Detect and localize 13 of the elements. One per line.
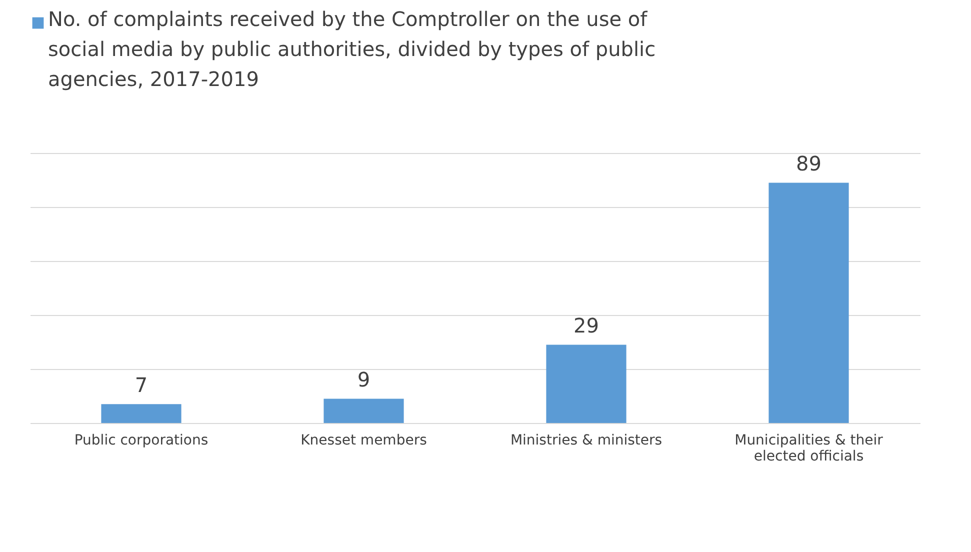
data-label: 29 xyxy=(574,314,599,338)
data-label: 89 xyxy=(796,152,822,176)
bar xyxy=(768,182,849,423)
bar xyxy=(101,404,182,423)
bar xyxy=(546,344,626,423)
legend-label: No. of complaints received by the Comptroller on the use of social media by public authorities, divided by types of public agencies, 2017-2019 xyxy=(48,7,656,91)
data-label: 9 xyxy=(357,368,370,392)
x-tick-label: Knesset members xyxy=(300,432,427,448)
x-tick-label: Ministries & ministers xyxy=(510,432,662,448)
bar xyxy=(324,398,404,423)
x-tick-label: Municipalities & their elected officials xyxy=(734,432,884,464)
x-tick-label: Public corporations xyxy=(74,432,208,448)
data-label: 7 xyxy=(134,373,148,398)
